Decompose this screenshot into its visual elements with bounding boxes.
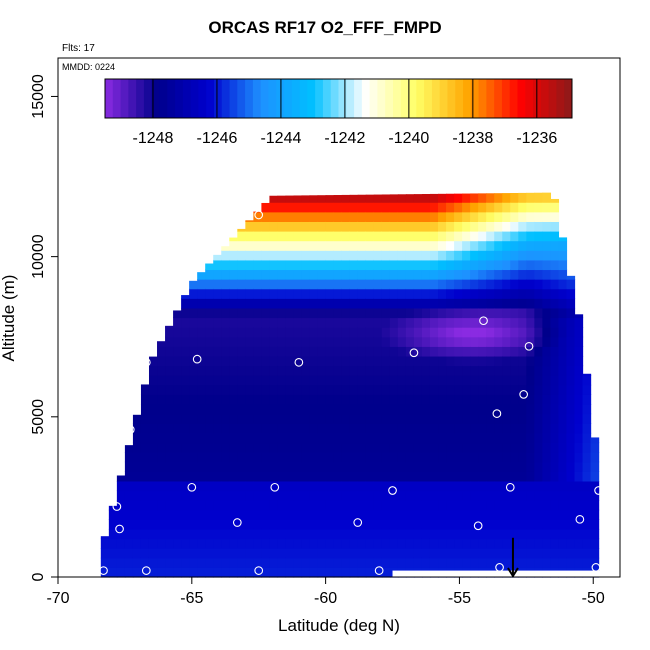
- sample-point: [125, 425, 135, 434]
- sample-point: [409, 348, 419, 358]
- sample-point: [505, 482, 515, 492]
- heatmap-field: [100, 192, 602, 578]
- sample-point: [473, 521, 483, 531]
- sample-point: [479, 316, 488, 326]
- sample-point: [524, 341, 534, 351]
- sample-points: [99, 185, 603, 575]
- axes: -70 -65 -60 -55 -50 0 5000 10000 15000: [30, 57, 621, 607]
- sample-point: [519, 390, 529, 399]
- x-tick-label: -50: [582, 590, 605, 607]
- sample-point: [232, 518, 242, 527]
- x-tick-label: -65: [180, 590, 203, 607]
- colorbar-tick-label: -1238: [452, 130, 493, 147]
- sample-point: [254, 566, 264, 575]
- y-axis-label: Altitude (m): [0, 275, 18, 362]
- y-tick-label: 15000: [30, 74, 47, 119]
- sample-point: [294, 358, 304, 367]
- sample-point: [492, 409, 502, 418]
- colorbar: -1248 -1246 -1244 -1242 -1240 -1238 -1236: [104, 78, 573, 147]
- sample-point: [575, 514, 585, 524]
- date-label: MMDD: 0224: [62, 62, 115, 72]
- colorbar-frame: [104, 78, 573, 119]
- sample-point: [141, 566, 151, 575]
- colorbar-tick-label: -1246: [196, 130, 237, 147]
- chart-title: ORCAS RF17 O2_FFF_FMPD: [208, 18, 442, 37]
- x-tick-label: -70: [46, 590, 69, 607]
- colorbar-tick-label: -1236: [516, 130, 557, 147]
- sample-point: [187, 482, 197, 492]
- colorbar-tick-label: -1242: [324, 130, 365, 147]
- flights-label: Flts: 17: [62, 43, 95, 54]
- y-tick-label: 5000: [30, 399, 47, 435]
- y-tick-label: 0: [30, 572, 47, 581]
- sample-point: [353, 518, 363, 527]
- sample-point: [388, 486, 397, 495]
- x-tick-label: -60: [314, 590, 337, 607]
- sample-point: [495, 563, 504, 572]
- sample-point: [594, 486, 603, 495]
- sample-point: [374, 566, 384, 575]
- arrow-marker: [507, 537, 519, 578]
- sample-point: [99, 566, 108, 575]
- colorbar-tick-label: -1244: [260, 130, 301, 147]
- sample-point: [141, 358, 151, 367]
- x-tick-label: -55: [448, 590, 471, 607]
- colorbar-tick-label: -1248: [133, 130, 174, 147]
- arrow-head: [507, 567, 519, 578]
- sample-point: [254, 210, 264, 220]
- sample-point: [307, 185, 317, 194]
- sample-point: [192, 354, 202, 364]
- sample-point: [270, 482, 280, 492]
- sample-point: [160, 316, 170, 326]
- sample-point: [591, 563, 601, 572]
- sample-point: [115, 524, 124, 534]
- y-tick-label: 10000: [30, 234, 47, 279]
- plot-frame: [57, 57, 621, 578]
- colorbar-tick-label: -1240: [388, 130, 429, 147]
- x-axis-label: Latitude (deg N): [278, 616, 400, 635]
- sample-point: [112, 502, 122, 511]
